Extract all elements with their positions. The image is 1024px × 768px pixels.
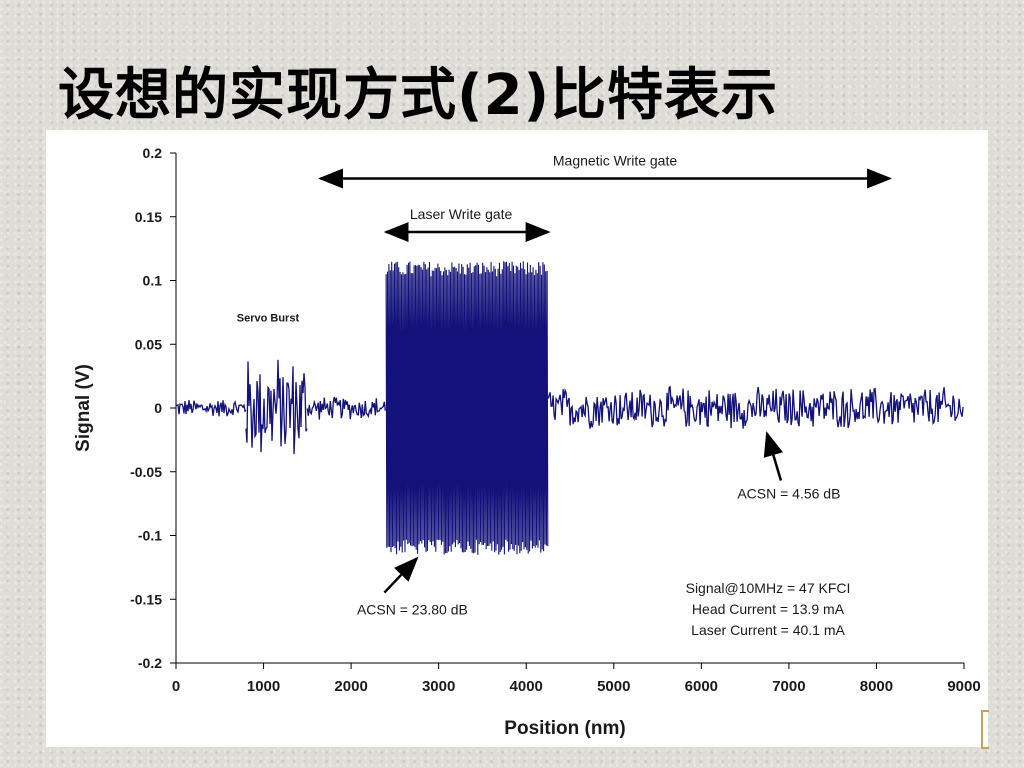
annotation-group: Magnetic Write gate Laser Write gate Servo… — [237, 153, 893, 638]
y-tick-label: -0.2 — [138, 655, 162, 671]
signal-chart: 0.2 0.15 0.1 0.05 0 -0.05 -0.1 -0.15 -0.2 0 1000 20… — [73, 145, 981, 739]
x-tick-label: 1000 — [247, 678, 280, 695]
acsn-laser-label: ACSN = 23.80 dB — [357, 602, 468, 618]
y-tick-label: 0 — [154, 400, 162, 416]
x-tick-label: 5000 — [597, 678, 630, 695]
acsn-magnetic-arrow — [763, 431, 783, 481]
x-tick-label: 2000 — [334, 678, 367, 695]
signal-segment-1 — [175, 399, 247, 417]
axes-group: 0.2 0.15 0.1 0.05 0 -0.05 -0.1 -0.15 -0.2 0 1000 20… — [73, 145, 981, 739]
info-line-1: Signal@10MHz = 47 KFCI — [686, 580, 851, 596]
y-axis-title: Signal (V) — [73, 364, 94, 452]
info-line-3: Laser Current = 40.1 mA — [691, 622, 845, 638]
signal-segment-3 — [306, 396, 386, 420]
gate-label-2: Laser Write gate — [410, 206, 513, 222]
x-tick-label: 4000 — [510, 678, 543, 695]
signal-segment-5 — [547, 385, 964, 429]
y-tick-label: -0.05 — [130, 464, 162, 480]
signal-segment-4 — [385, 261, 549, 555]
gate-label-1: Magnetic Write gate — [553, 153, 677, 169]
acsn-laser-arrow — [383, 556, 419, 594]
y-tick-label: 0.2 — [143, 145, 163, 161]
x-tick-label: 6000 — [685, 678, 718, 695]
y-tick-label: -0.15 — [130, 591, 162, 607]
y-tick-label: -0.1 — [138, 528, 162, 544]
x-tick-label: 9000 — [947, 678, 980, 695]
signal-segment-2 — [245, 359, 308, 455]
figure-panel: 0.2 0.15 0.1 0.05 0 -0.05 -0.1 -0.15 -0.2 0 1000 20… — [46, 130, 988, 747]
signal-trace-group — [175, 261, 964, 555]
x-tick-label: 0 — [172, 678, 180, 695]
slide-title: 设想的实现方式(2)比特表示 — [58, 63, 779, 128]
corner-decoration — [981, 710, 989, 749]
servo-burst-label: Servo Burst — [237, 312, 300, 324]
x-tick-label: 8000 — [860, 678, 893, 695]
x-tick-label: 7000 — [772, 678, 805, 695]
x-tick-label: 3000 — [422, 678, 455, 695]
y-tick-label: 0.05 — [135, 336, 162, 352]
y-tick-label: 0.15 — [135, 209, 162, 225]
x-axis-title: Position (nm) — [504, 718, 625, 739]
y-tick-label: 0.1 — [143, 273, 163, 289]
info-line-2: Head Current = 13.9 mA — [692, 601, 845, 617]
acsn-magnetic-label: ACSN = 4.56 dB — [737, 486, 840, 502]
